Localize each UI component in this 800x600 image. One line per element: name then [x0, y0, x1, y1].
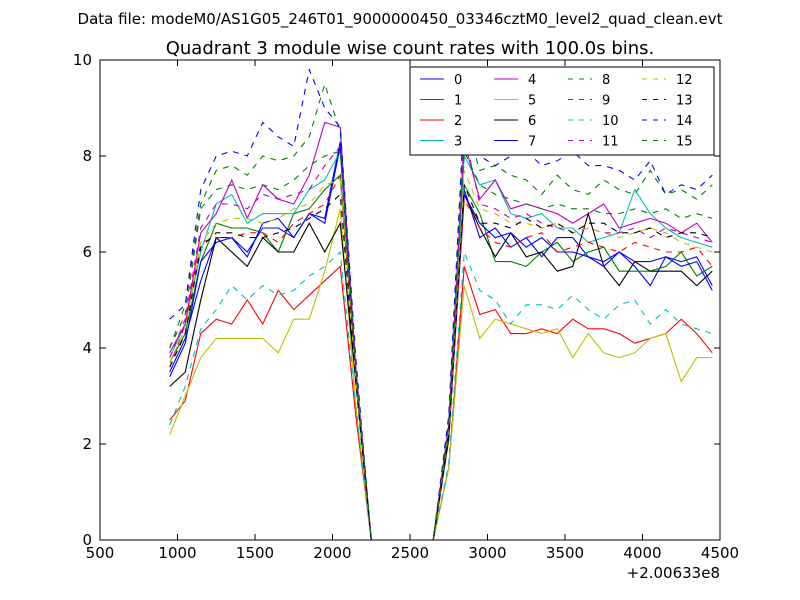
x-tick-label-4000: 4000: [623, 544, 661, 562]
y-tick-label-10: 10: [73, 51, 92, 69]
legend-box: [409, 66, 715, 156]
x-offset-label: +2.00633e8: [627, 564, 720, 582]
legend-label-9: 9: [602, 94, 610, 109]
legend-label-10: 10: [602, 114, 619, 129]
series-line-10: [169, 250, 713, 541]
legend-label-7: 7: [528, 135, 536, 150]
series-line-13: [169, 184, 713, 541]
legend-label-4: 4: [528, 73, 536, 88]
x-tick-label-3500: 3500: [546, 544, 584, 562]
y-tick-label-8: 8: [82, 147, 92, 165]
x-tick-label-2000: 2000: [313, 544, 351, 562]
legend-label-15: 15: [676, 135, 693, 150]
x-tick-label-4500: 4500: [701, 544, 739, 562]
legend-label-5: 5: [528, 94, 536, 109]
x-tick-label-1000: 1000: [158, 544, 196, 562]
y-tick-label-6: 6: [82, 243, 92, 261]
series-line-14: [169, 67, 713, 541]
legend-label-13: 13: [676, 94, 693, 109]
x-tick-label-3000: 3000: [468, 544, 506, 562]
x-tick-label-500: 500: [86, 544, 115, 562]
y-tick-label-0: 0: [82, 531, 92, 549]
legend-label-6: 6: [528, 114, 536, 129]
x-tick-label-1500: 1500: [236, 544, 274, 562]
series-line-15: [169, 150, 713, 541]
legend-label-1: 1: [454, 94, 462, 109]
chart-title: Quadrant 3 module wise count rates with …: [166, 38, 655, 59]
legend-label-0: 0: [454, 73, 462, 88]
x-tick-label-2500: 2500: [391, 544, 429, 562]
legend-label-2: 2: [454, 114, 462, 129]
legend-label-11: 11: [602, 135, 619, 150]
legend-label-3: 3: [454, 135, 462, 150]
y-tick-label-2: 2: [82, 435, 92, 453]
legend-label-14: 14: [676, 114, 693, 129]
y-tick-label-4: 4: [82, 339, 92, 357]
ticks-layer: 500 1000 1500 2000 2500 3000 3500 4000 4500 0 2 4 6 8…: [73, 51, 739, 562]
series-line-5: [169, 208, 713, 541]
legend-label-12: 12: [676, 73, 693, 88]
series-layer: [169, 67, 713, 541]
legend-label-8: 8: [602, 73, 610, 88]
suptitle: Data file: modeM0/AS1G05_246T01_90000004…: [78, 10, 723, 29]
